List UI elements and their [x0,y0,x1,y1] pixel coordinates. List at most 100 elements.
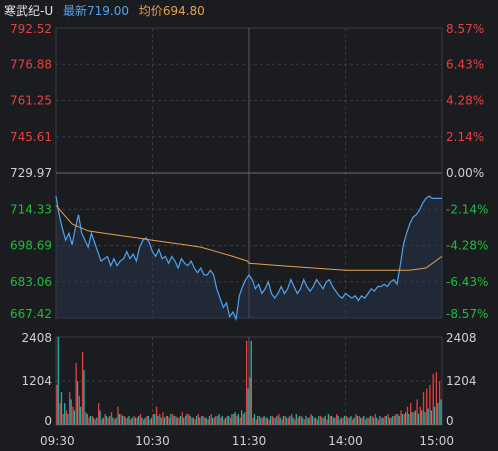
volume-bar-down [266,417,268,425]
volume-bar-down [285,417,288,425]
volume-bar-down [115,417,117,425]
stock-name: 寒武纪-U [4,4,54,18]
volume-bar-up [371,415,373,425]
volume-bar-down [247,388,249,425]
volume-bar-up [81,351,84,425]
volume-bar-up [69,392,71,425]
volume-bar-up [78,395,81,425]
volume-bar-up [226,415,228,425]
volume-bar-down [347,417,349,425]
volume-bar-up [438,381,441,425]
volume-bar-down [308,417,310,425]
volume-bar-down [260,417,262,425]
volume-bar-up [342,417,344,425]
volume-bar-up [281,419,283,425]
time-tick-label: 11:30 [232,434,267,448]
volume-bar-down [318,415,320,425]
volume-bar-down [166,415,169,425]
volume-bar-up [194,419,196,425]
latest-value: 719.00 [86,4,129,18]
volume-bar-down [212,417,214,425]
volume-tick-label: 0 [44,414,52,428]
volume-bar-up [358,415,360,425]
volume-bar-up [355,414,357,425]
volume-bar-down [150,417,153,425]
volume-bar-up [88,417,90,425]
volume-bar-up [432,373,434,425]
price-tick-label: 761.25 [10,94,52,108]
volume-bar-down [86,414,88,425]
volume-bar-up [307,417,309,425]
volume-bar-up [252,417,254,425]
volume-bar-down [273,417,275,425]
volume-bar-up [287,417,290,425]
pct-tick-label: -8.57% [446,307,488,321]
volume-bar-down [379,415,381,425]
volume-bar-down [388,417,391,425]
volume-bar-down [228,415,230,425]
volume-bar-down [80,406,82,425]
volume-bar-down [253,414,256,425]
volume-bar-up [403,414,405,425]
volume-bar-up [413,412,415,425]
volume-bar-up [110,412,113,425]
volume-bar-up [123,415,126,425]
volume-bar-down [205,417,207,425]
volume-tick-label: 1204 [21,374,52,388]
volume-bar-down [408,414,410,425]
volume-bar-up [162,412,164,425]
volume-bar-down [160,417,162,425]
volume-bar-up [165,415,167,425]
volume-tick-label-right: 2408 [446,331,477,345]
pct-tick-label: -2.14% [446,202,488,216]
volume-tick-label-right: 0 [446,414,454,428]
volume-bar-down [208,415,211,425]
volume-bar-down [395,414,397,425]
volume-bar-down [305,415,307,425]
volume-bar-up [204,417,206,425]
volume-bar-up [297,417,299,425]
volume-bar-up [152,414,154,425]
time-tick-label: 14:00 [328,434,363,448]
volume-bar-up [91,415,93,425]
volume-bar-down [157,415,159,425]
volume-bar-up [59,403,61,425]
volume-bar-down [237,414,240,425]
latest-label: 最新 [62,4,87,18]
volume-bar-down [125,417,127,425]
volume-bar-up [326,419,328,425]
volume-bar-up [139,414,142,425]
volume-tick-label: 2408 [21,331,52,345]
volume-bar-down [366,417,368,425]
volume-bar-down [221,415,223,425]
volume-bar-down [292,417,294,425]
volume-bar-down [440,399,442,425]
volume-bar-up [236,415,238,425]
volume-bar-down [186,414,188,425]
volume-bar-up [220,417,222,425]
volume-bar-down [134,417,137,425]
volume-bar-up [365,419,367,425]
volume-bar-down [289,415,291,425]
volume-bar-down [353,417,355,425]
volume-bar-down [401,414,404,425]
volume-bar-up [319,415,322,425]
volume-bar-down [405,412,407,425]
volume-bar-down [343,415,346,425]
volume-bar-up [274,417,277,425]
volume-bar-up [168,417,171,425]
volume-bar-up [229,417,232,425]
volume-bar-down [73,410,75,425]
avg-label: 均价 [138,4,163,18]
volume-bar-up [72,406,74,425]
pct-tick-label: 4.28% [446,94,484,108]
volume-bar-down [170,414,172,425]
volume-bar-down [67,414,69,425]
volume-bar-down [131,417,133,425]
volume-bar-up [381,417,383,425]
volume-bar-up [429,384,431,425]
volume-bar-up [245,340,248,425]
pct-tick-label: 6.43% [446,57,484,71]
volume-bar-up [217,415,219,425]
